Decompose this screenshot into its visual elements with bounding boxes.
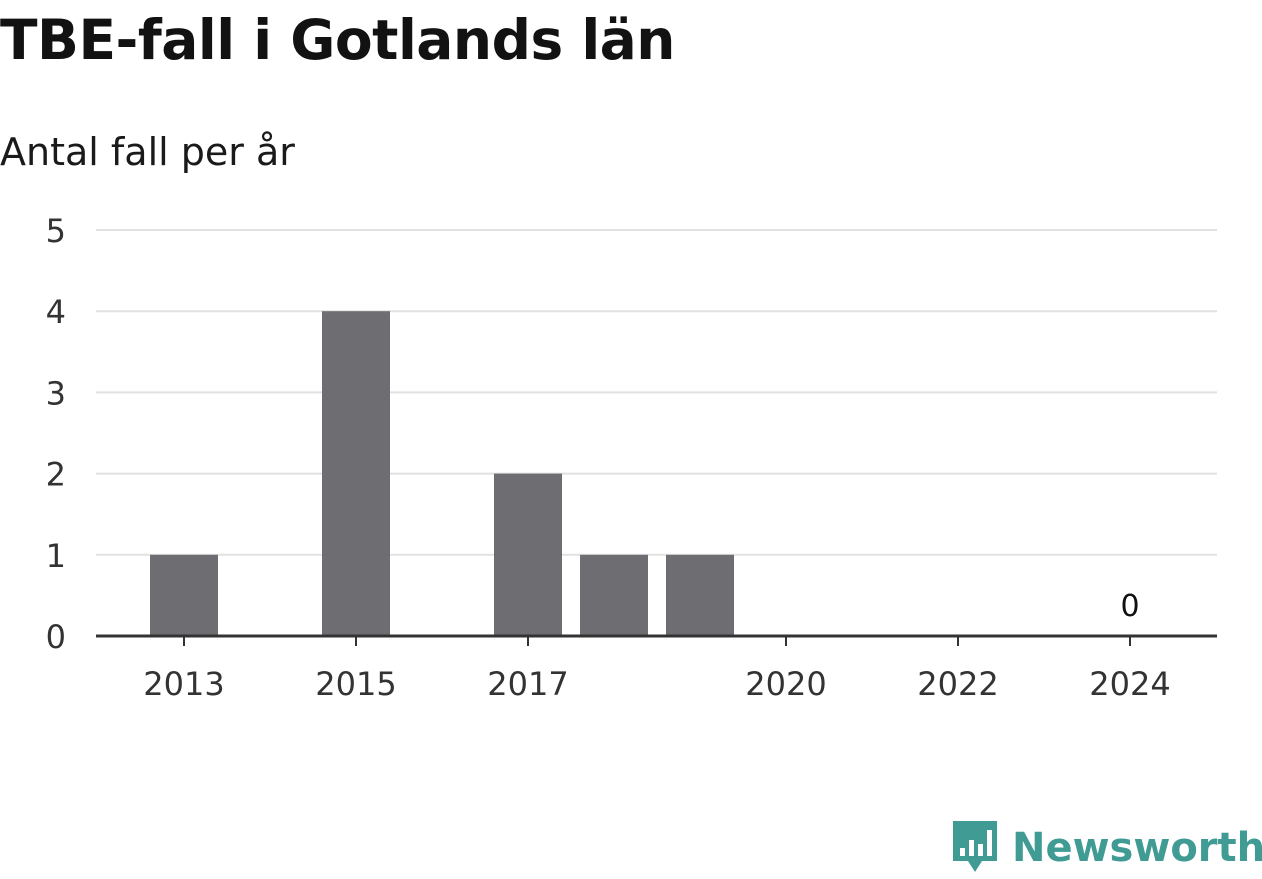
y-tick-label-2: 2: [46, 456, 66, 494]
x-axis: [96, 634, 1217, 646]
data-labels: 0: [1120, 589, 1139, 624]
y-tick-label-0: 0: [46, 618, 66, 656]
gridlines: [96, 229, 1217, 556]
y-axis: 0 1 2 3 4 5: [46, 212, 66, 656]
bar-2018: [580, 554, 648, 636]
y-tick-label-3: 3: [46, 374, 66, 412]
x-axis-labels: 2013 2015 2017 2020 2022 2024: [143, 665, 1170, 703]
x-tick-label-2017: 2017: [487, 665, 568, 703]
bar-2015: [322, 311, 390, 636]
chart-title: TBE-fall i Gotlands län: [0, 8, 675, 72]
x-tick-label-2022: 2022: [917, 665, 998, 703]
chart-subtitle: Antal fall per år: [0, 130, 295, 174]
brand-logo: Newsworthy: [950, 818, 1262, 878]
x-tick-label-2015: 2015: [315, 665, 396, 703]
bar-chart-speech-bubble-icon: [953, 821, 997, 872]
x-tick-label-2024: 2024: [1089, 665, 1170, 703]
bars: [150, 311, 734, 636]
x-tick-label-2013: 2013: [143, 665, 224, 703]
data-label-2024: 0: [1120, 589, 1139, 624]
y-tick-label-4: 4: [46, 293, 66, 331]
bar-2013: [150, 554, 218, 636]
bar-2019: [666, 554, 734, 636]
x-tick-label-2020: 2020: [745, 665, 826, 703]
bar-2017: [494, 473, 562, 636]
y-tick-label-1: 1: [46, 537, 66, 575]
y-tick-label-5: 5: [46, 212, 66, 250]
brand-name: Newsworthy: [1012, 825, 1262, 871]
